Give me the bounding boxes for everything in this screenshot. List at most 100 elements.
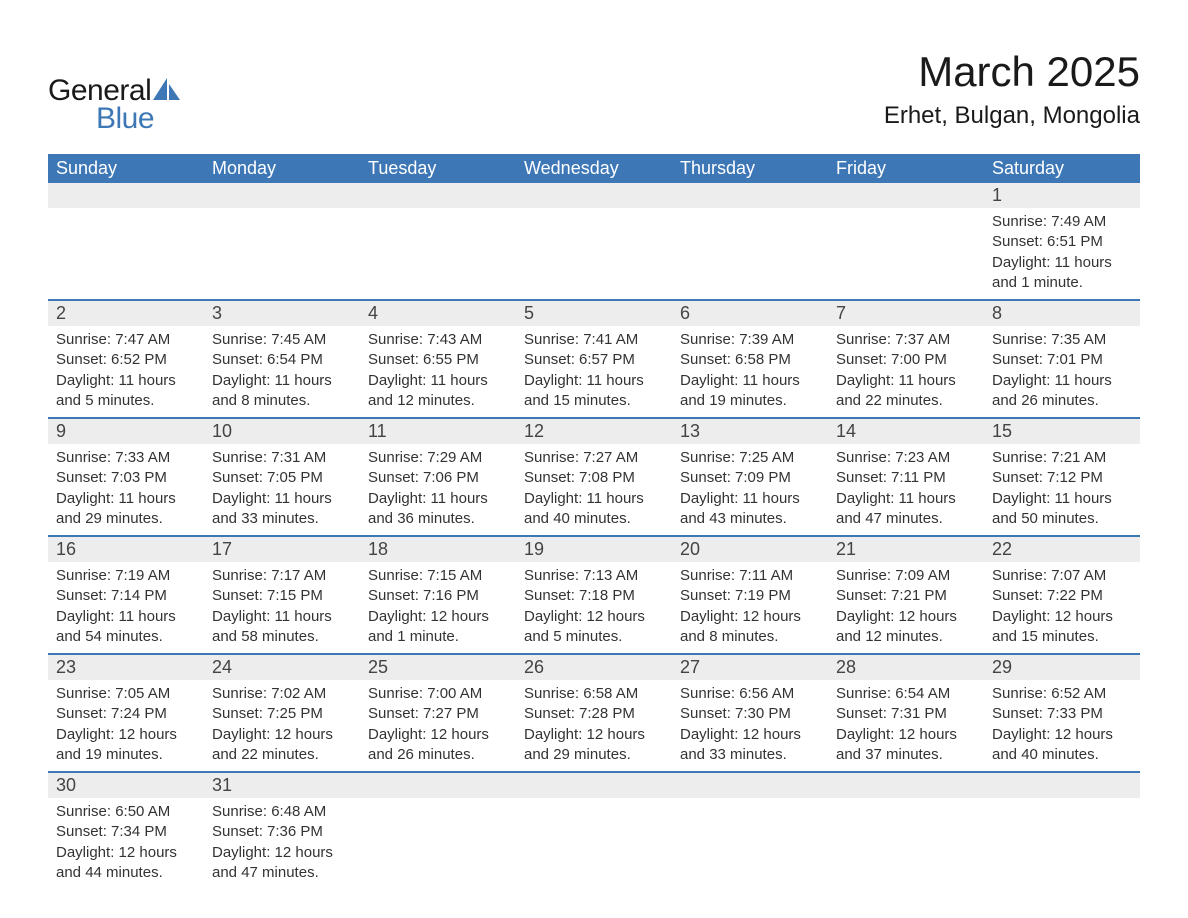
- day-number-cell: 17: [204, 536, 360, 562]
- day-number-cell: 22: [984, 536, 1140, 562]
- daylight-line: Daylight: 11 hours and 12 minutes.: [368, 371, 508, 412]
- day-detail-cell: [516, 208, 672, 300]
- daylight-line: Daylight: 11 hours and 19 minutes.: [680, 371, 820, 412]
- sunset-line: Sunset: 7:36 PM: [212, 822, 352, 842]
- weekday-header: Wednesday: [516, 154, 672, 183]
- title-block: March 2025 Erhet, Bulgan, Mongolia: [884, 48, 1140, 130]
- day-number-cell: 31: [204, 772, 360, 798]
- day-detail-row: Sunrise: 7:33 AMSunset: 7:03 PMDaylight:…: [48, 444, 1140, 536]
- sunset-line: Sunset: 6:51 PM: [992, 232, 1132, 252]
- day-detail-cell: Sunrise: 7:27 AMSunset: 7:08 PMDaylight:…: [516, 444, 672, 536]
- day-detail-cell: Sunrise: 7:33 AMSunset: 7:03 PMDaylight:…: [48, 444, 204, 536]
- sunrise-line: Sunrise: 7:45 AM: [212, 330, 352, 350]
- day-number-cell: 10: [204, 418, 360, 444]
- sunrise-line: Sunrise: 7:31 AM: [212, 448, 352, 468]
- sunset-line: Sunset: 7:05 PM: [212, 468, 352, 488]
- sunrise-line: Sunrise: 7:09 AM: [836, 566, 976, 586]
- day-number-cell: 16: [48, 536, 204, 562]
- day-number-row: 3031: [48, 772, 1140, 798]
- day-number-cell: 26: [516, 654, 672, 680]
- day-detail-cell: Sunrise: 7:11 AMSunset: 7:19 PMDaylight:…: [672, 562, 828, 654]
- day-detail-cell: Sunrise: 7:05 AMSunset: 7:24 PMDaylight:…: [48, 680, 204, 772]
- day-detail-cell: Sunrise: 6:54 AMSunset: 7:31 PMDaylight:…: [828, 680, 984, 772]
- location: Erhet, Bulgan, Mongolia: [884, 102, 1140, 130]
- sunset-line: Sunset: 7:08 PM: [524, 468, 664, 488]
- sunrise-line: Sunrise: 7:00 AM: [368, 684, 508, 704]
- sunset-line: Sunset: 6:54 PM: [212, 350, 352, 370]
- logo-sail-icon: [153, 78, 181, 105]
- day-number-cell: 7: [828, 300, 984, 326]
- day-number-cell: 13: [672, 418, 828, 444]
- sunset-line: Sunset: 7:09 PM: [680, 468, 820, 488]
- weekday-header: Monday: [204, 154, 360, 183]
- sunrise-line: Sunrise: 7:21 AM: [992, 448, 1132, 468]
- sunrise-line: Sunrise: 7:25 AM: [680, 448, 820, 468]
- day-detail-row: Sunrise: 7:19 AMSunset: 7:14 PMDaylight:…: [48, 562, 1140, 654]
- daylight-line: Daylight: 12 hours and 40 minutes.: [992, 725, 1132, 766]
- sunrise-line: Sunrise: 7:47 AM: [56, 330, 196, 350]
- sunset-line: Sunset: 7:22 PM: [992, 586, 1132, 606]
- day-number-cell: 6: [672, 300, 828, 326]
- sunrise-line: Sunrise: 6:58 AM: [524, 684, 664, 704]
- sunset-line: Sunset: 7:14 PM: [56, 586, 196, 606]
- day-detail-cell: [360, 208, 516, 300]
- weekday-header: Tuesday: [360, 154, 516, 183]
- day-number-cell: [828, 772, 984, 798]
- day-detail-cell: [828, 798, 984, 889]
- sunset-line: Sunset: 6:52 PM: [56, 350, 196, 370]
- day-number-row: 16171819202122: [48, 536, 1140, 562]
- sunset-line: Sunset: 7:06 PM: [368, 468, 508, 488]
- day-detail-cell: Sunrise: 7:23 AMSunset: 7:11 PMDaylight:…: [828, 444, 984, 536]
- day-detail-cell: [48, 208, 204, 300]
- sunset-line: Sunset: 7:00 PM: [836, 350, 976, 370]
- day-detail-cell: Sunrise: 7:07 AMSunset: 7:22 PMDaylight:…: [984, 562, 1140, 654]
- day-number-cell: 21: [828, 536, 984, 562]
- day-number-cell: 8: [984, 300, 1140, 326]
- sunrise-line: Sunrise: 7:13 AM: [524, 566, 664, 586]
- daylight-line: Daylight: 11 hours and 47 minutes.: [836, 489, 976, 530]
- daylight-line: Daylight: 11 hours and 43 minutes.: [680, 489, 820, 530]
- daylight-line: Daylight: 12 hours and 37 minutes.: [836, 725, 976, 766]
- month-title: March 2025: [884, 48, 1140, 96]
- daylight-line: Daylight: 11 hours and 29 minutes.: [56, 489, 196, 530]
- sunset-line: Sunset: 7:21 PM: [836, 586, 976, 606]
- daylight-line: Daylight: 12 hours and 47 minutes.: [212, 843, 352, 884]
- sunset-line: Sunset: 6:55 PM: [368, 350, 508, 370]
- daylight-line: Daylight: 12 hours and 44 minutes.: [56, 843, 196, 884]
- day-number-row: 1: [48, 183, 1140, 208]
- weekday-header-row: Sunday Monday Tuesday Wednesday Thursday…: [48, 154, 1140, 183]
- sunrise-line: Sunrise: 7:27 AM: [524, 448, 664, 468]
- day-detail-cell: [984, 798, 1140, 889]
- day-number-cell: [516, 183, 672, 208]
- sunset-line: Sunset: 6:57 PM: [524, 350, 664, 370]
- day-detail-cell: Sunrise: 6:52 AMSunset: 7:33 PMDaylight:…: [984, 680, 1140, 772]
- day-number-cell: 3: [204, 300, 360, 326]
- day-number-cell: 23: [48, 654, 204, 680]
- day-number-cell: 25: [360, 654, 516, 680]
- sunset-line: Sunset: 7:12 PM: [992, 468, 1132, 488]
- sunrise-line: Sunrise: 6:48 AM: [212, 802, 352, 822]
- day-detail-cell: [828, 208, 984, 300]
- day-detail-cell: [204, 208, 360, 300]
- day-detail-cell: Sunrise: 7:21 AMSunset: 7:12 PMDaylight:…: [984, 444, 1140, 536]
- sunrise-line: Sunrise: 7:41 AM: [524, 330, 664, 350]
- weekday-header: Thursday: [672, 154, 828, 183]
- day-detail-cell: Sunrise: 7:19 AMSunset: 7:14 PMDaylight:…: [48, 562, 204, 654]
- daylight-line: Daylight: 11 hours and 33 minutes.: [212, 489, 352, 530]
- sunrise-line: Sunrise: 6:56 AM: [680, 684, 820, 704]
- daylight-line: Daylight: 11 hours and 40 minutes.: [524, 489, 664, 530]
- sunset-line: Sunset: 7:03 PM: [56, 468, 196, 488]
- sunset-line: Sunset: 6:58 PM: [680, 350, 820, 370]
- day-detail-row: Sunrise: 6:50 AMSunset: 7:34 PMDaylight:…: [48, 798, 1140, 889]
- logo-text-blue: Blue: [96, 102, 181, 136]
- day-detail-cell: Sunrise: 6:48 AMSunset: 7:36 PMDaylight:…: [204, 798, 360, 889]
- day-number-row: 2345678: [48, 300, 1140, 326]
- day-detail-cell: Sunrise: 7:37 AMSunset: 7:00 PMDaylight:…: [828, 326, 984, 418]
- sunset-line: Sunset: 7:19 PM: [680, 586, 820, 606]
- day-number-cell: 11: [360, 418, 516, 444]
- day-number-cell: [48, 183, 204, 208]
- daylight-line: Daylight: 11 hours and 36 minutes.: [368, 489, 508, 530]
- day-detail-cell: Sunrise: 7:31 AMSunset: 7:05 PMDaylight:…: [204, 444, 360, 536]
- sunrise-line: Sunrise: 7:49 AM: [992, 212, 1132, 232]
- day-number-cell: 14: [828, 418, 984, 444]
